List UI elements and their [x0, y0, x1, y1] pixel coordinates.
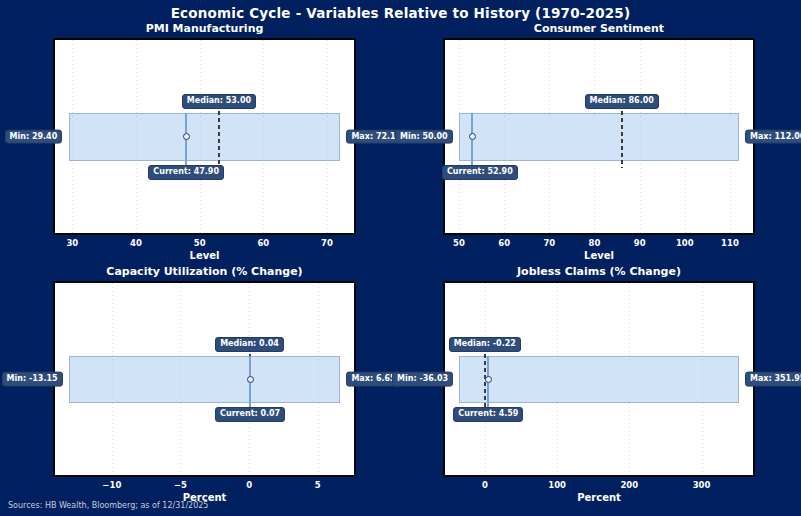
x-tick-label: 110	[721, 238, 739, 248]
x-tick-label: 90	[634, 238, 646, 248]
current-value-marker	[183, 133, 190, 140]
range-bar	[69, 356, 341, 404]
x-axis-label: Percent	[445, 492, 753, 503]
current-line	[249, 356, 251, 413]
panel-jobless-claims: Jobless Claims (% Change) Median: -0.22 …	[443, 281, 755, 477]
panel-title: Consumer Sentiment	[425, 22, 773, 35]
range-bar	[69, 113, 341, 161]
x-tick-label: 60	[498, 238, 510, 248]
x-axis-ticks: 50 60 70 80 90 100 110	[445, 238, 753, 249]
current-line	[471, 113, 473, 170]
x-axis-label: Level	[55, 250, 354, 261]
min-label: Min: 29.40	[5, 129, 63, 144]
min-label: Min: 50.00	[395, 129, 453, 144]
x-axis-ticks: 30 40 50 60 70	[55, 238, 354, 249]
panel-consumer-sentiment: Consumer Sentiment Median: 86.00 Current…	[443, 38, 755, 235]
figure-canvas: Economic Cycle - Variables Relative to H…	[0, 0, 801, 516]
panel-capacity-utilization: Capacity Utilization (% Change) Median: …	[53, 281, 356, 477]
x-tick-label: 70	[321, 238, 333, 248]
range-bar	[459, 356, 739, 404]
current-label: Current: 47.90	[148, 165, 224, 180]
current-line	[487, 356, 489, 413]
x-axis-ticks: 0 100 200 300	[445, 480, 753, 491]
x-axis-ticks: −10 −5 0 5	[55, 480, 354, 491]
x-tick-label: 0	[246, 480, 252, 490]
median-line	[621, 111, 623, 168]
panel-title: Jobless Claims (% Change)	[425, 265, 773, 278]
max-label: Max: 112.00	[745, 129, 801, 144]
current-value-marker	[247, 376, 254, 383]
x-tick-label: 50	[453, 238, 465, 248]
x-tick-label: 0	[482, 480, 488, 490]
min-label: Min: -36.03	[392, 372, 453, 387]
median-line	[218, 111, 220, 168]
x-tick-label: 60	[257, 238, 269, 248]
current-label: Current: 52.90	[442, 165, 518, 180]
current-line	[185, 113, 187, 170]
panel-title: Capacity Utilization (% Change)	[35, 265, 374, 278]
median-label: Median: -0.22	[449, 337, 521, 352]
figure-title: Economic Cycle - Variables Relative to H…	[0, 5, 801, 21]
median-label: Median: 0.04	[215, 337, 284, 352]
current-label: Current: 4.59	[453, 407, 523, 422]
x-tick-label: 5	[315, 480, 321, 490]
current-value-marker	[485, 376, 492, 383]
x-axis-label: Level	[445, 250, 753, 261]
current-label: Current: 0.07	[215, 407, 285, 422]
panel-title: PMI Manufacturing	[35, 22, 374, 35]
range-bar	[459, 113, 739, 161]
x-tick-label: −10	[102, 480, 121, 490]
x-tick-label: 80	[589, 238, 601, 248]
x-tick-label: 100	[548, 480, 566, 490]
x-tick-label: 50	[194, 238, 206, 248]
current-value-marker	[469, 133, 476, 140]
x-tick-label: −5	[174, 480, 187, 490]
x-tick-label: 300	[693, 480, 711, 490]
x-tick-label: 30	[66, 238, 78, 248]
x-tick-label: 200	[620, 480, 638, 490]
source-note: Sources: HB Wealth, Bloomberg; as of 12/…	[8, 501, 208, 510]
min-label: Min: -13.15	[2, 372, 63, 387]
panel-pmi-manufacturing: PMI Manufacturing Median: 53.00 Current:…	[53, 38, 356, 235]
x-tick-label: 70	[543, 238, 555, 248]
median-label: Median: 53.00	[182, 94, 256, 109]
x-tick-label: 40	[130, 238, 142, 248]
max-label: Max: 351.95	[745, 372, 801, 387]
median-label: Median: 86.00	[585, 94, 659, 109]
x-tick-label: 100	[676, 238, 694, 248]
